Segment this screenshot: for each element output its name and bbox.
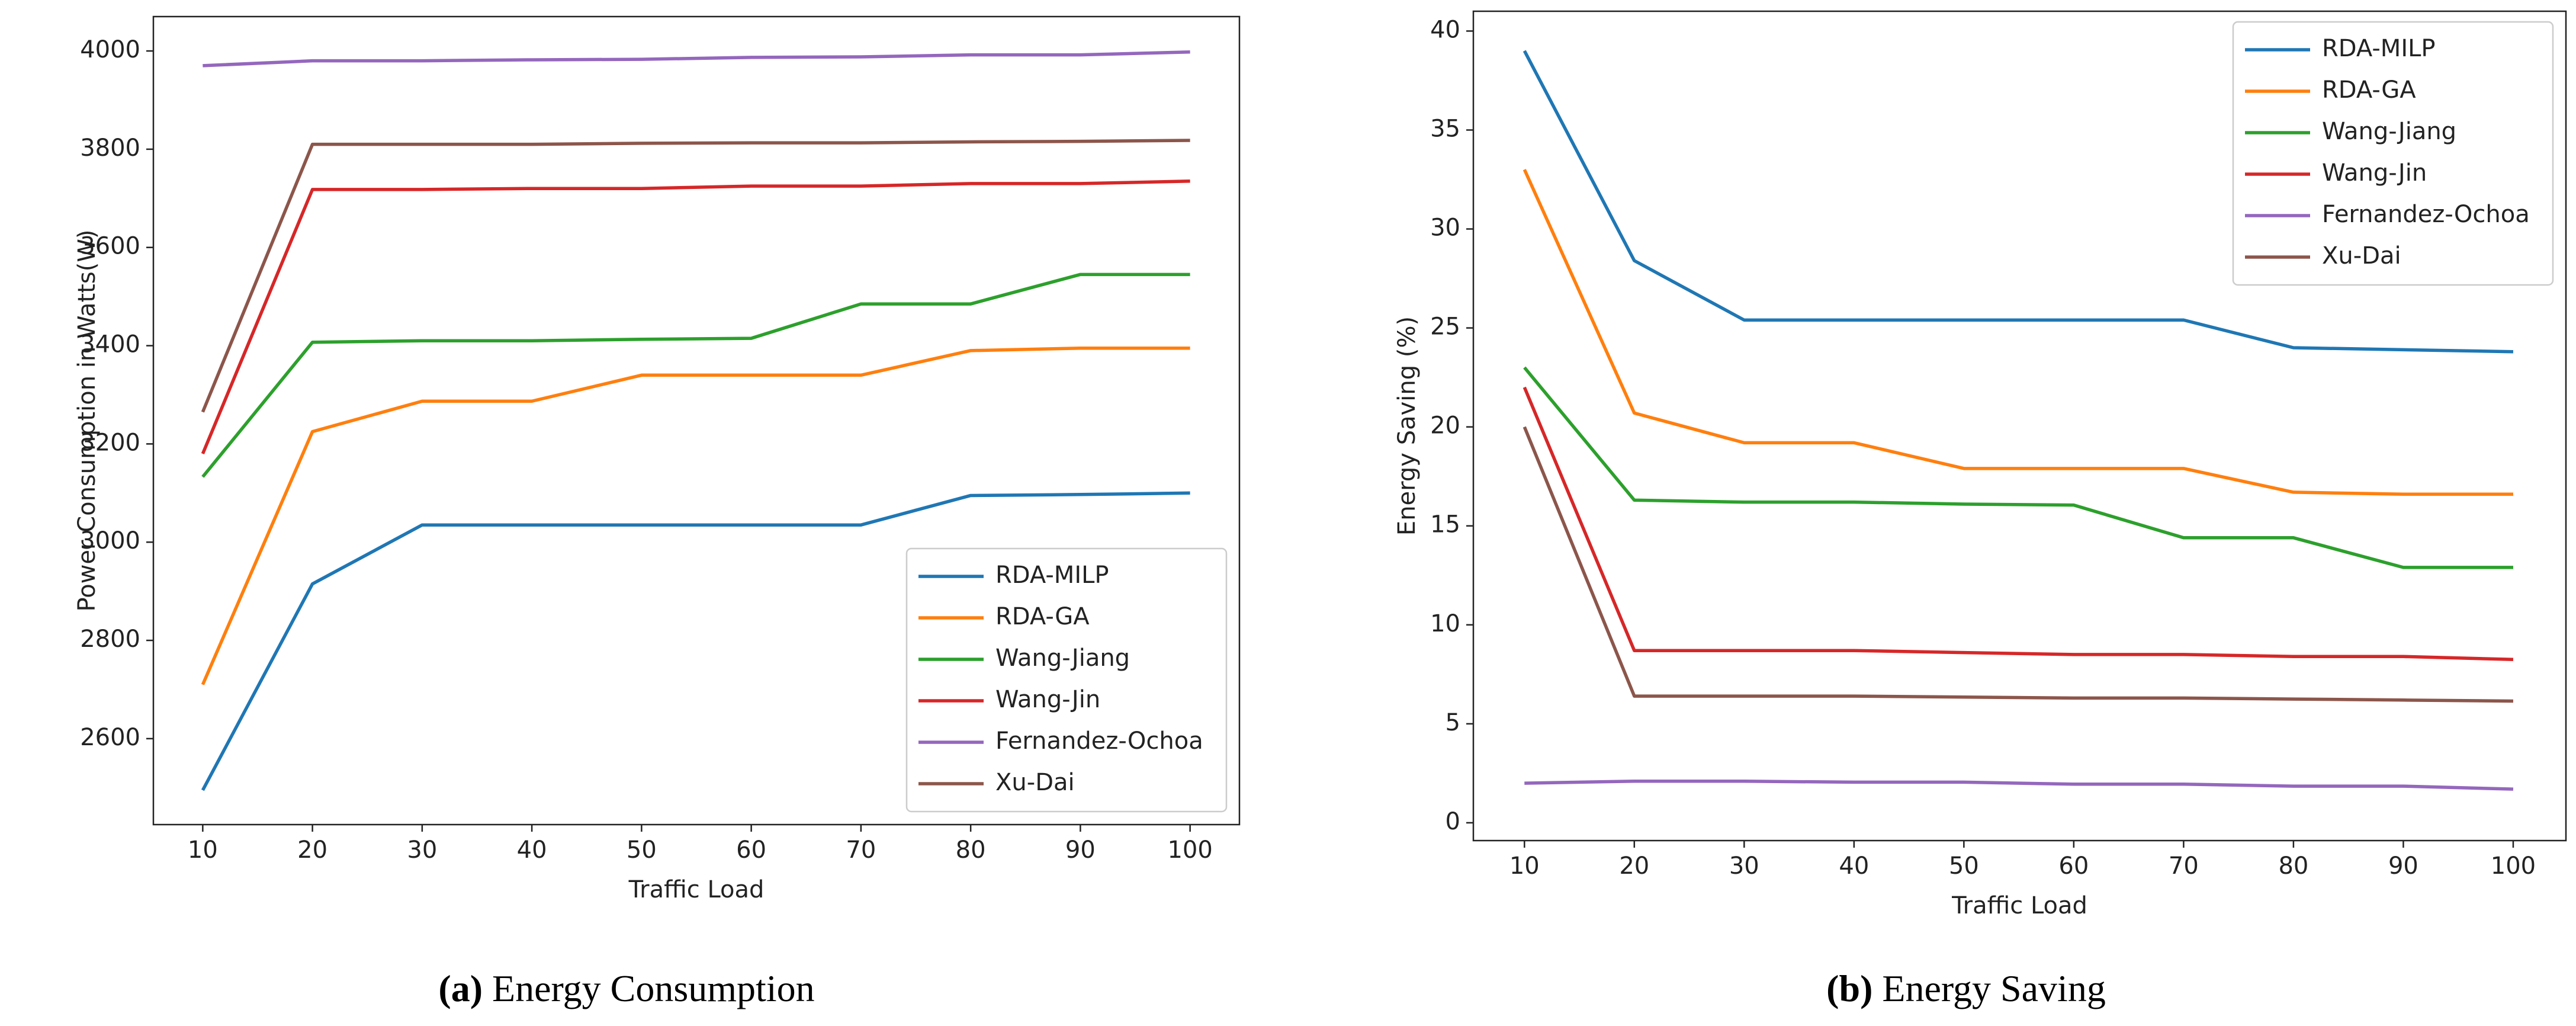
plot-frame bbox=[152, 15, 1241, 826]
legend-label: RDA-GA bbox=[995, 603, 1090, 630]
legend-label: Xu-Dai bbox=[995, 769, 1075, 796]
series-line bbox=[1523, 386, 2514, 662]
legend-label: Wang-Jiang bbox=[995, 645, 1130, 672]
y-tick-label: 2600 bbox=[80, 724, 140, 751]
y-axis-label: Energy Saving (%) bbox=[1393, 316, 1421, 536]
series-line bbox=[201, 179, 1190, 455]
series-line bbox=[201, 139, 1190, 413]
x-tick-label: 100 bbox=[2491, 852, 2536, 880]
y-tick-label: 3600 bbox=[80, 233, 140, 260]
x-axis-label: Traffic Load bbox=[628, 876, 765, 903]
y-tick-label: 3000 bbox=[80, 527, 140, 554]
legend-label: Wang-Jin bbox=[995, 686, 1100, 713]
legend-label: Wang-Jiang bbox=[2322, 118, 2456, 145]
legend-box bbox=[905, 547, 1228, 813]
caption-label: (a) bbox=[438, 967, 483, 1009]
caption-text: Energy Consumption bbox=[492, 967, 815, 1009]
x-tick-label: 60 bbox=[2058, 852, 2089, 880]
x-tick-label: 80 bbox=[956, 836, 986, 864]
series-line bbox=[1523, 169, 2513, 496]
x-tick-label: 40 bbox=[517, 836, 547, 864]
legend-label: Wang-Jin bbox=[2322, 159, 2427, 187]
x-tick-label: 50 bbox=[627, 836, 657, 864]
legend-label: Fernandez-Ochoa bbox=[2322, 201, 2530, 228]
caption: (b) Energy Saving bbox=[1826, 967, 2106, 1009]
legend-box bbox=[2232, 21, 2554, 286]
y-tick-label: 3800 bbox=[80, 134, 140, 162]
x-tick-label: 30 bbox=[1729, 852, 1759, 880]
x-axis-label: Traffic Load bbox=[1951, 892, 2087, 919]
x-tick-label: 50 bbox=[1949, 852, 1979, 880]
x-tick-label: 90 bbox=[1065, 836, 1096, 864]
legend-label: RDA-MILP bbox=[995, 562, 1109, 589]
y-tick-label: 30 bbox=[1430, 214, 1460, 242]
y-tick-label: 3400 bbox=[80, 331, 140, 358]
y-tick-label: 3200 bbox=[80, 429, 140, 456]
y-tick-label: 40 bbox=[1430, 16, 1460, 43]
y-tick-label: 2800 bbox=[80, 626, 140, 653]
x-tick-label: 100 bbox=[1167, 836, 1212, 864]
x-tick-label: 80 bbox=[2278, 852, 2308, 880]
x-tick-label: 90 bbox=[2388, 852, 2418, 880]
series-line bbox=[201, 272, 1190, 478]
y-tick-label: 4000 bbox=[80, 36, 140, 63]
x-tick-label: 30 bbox=[407, 836, 437, 864]
legend-label: RDA-MILP bbox=[2322, 35, 2436, 62]
plot-frame bbox=[1472, 10, 2567, 842]
y-tick-label: 35 bbox=[1430, 115, 1460, 142]
x-tick-label: 10 bbox=[1509, 852, 1540, 880]
x-tick-label: 40 bbox=[1839, 852, 1869, 880]
legend-label: Xu-Dai bbox=[2322, 242, 2401, 270]
legend-label: Fernandez-Ochoa bbox=[995, 727, 1203, 755]
caption-text: Energy Saving bbox=[1882, 967, 2105, 1009]
series-line bbox=[203, 50, 1190, 68]
series-line bbox=[1524, 780, 2514, 791]
x-tick-label: 20 bbox=[1619, 852, 1649, 880]
x-tick-label: 70 bbox=[2169, 852, 2199, 880]
y-tick-label: 25 bbox=[1430, 313, 1460, 341]
series-line bbox=[1523, 50, 2513, 354]
series-line bbox=[201, 346, 1190, 685]
series-line bbox=[1523, 426, 2513, 703]
x-tick-label: 10 bbox=[188, 836, 218, 864]
y-tick-label: 20 bbox=[1430, 412, 1460, 440]
y-tick-label: 5 bbox=[1446, 709, 1460, 736]
x-tick-label: 70 bbox=[846, 836, 876, 864]
y-tick-label: 0 bbox=[1446, 808, 1460, 835]
series-line bbox=[201, 491, 1190, 791]
x-tick-label: 60 bbox=[736, 836, 766, 864]
legend-label: RDA-GA bbox=[2322, 76, 2416, 104]
caption-label: (b) bbox=[1826, 967, 1872, 1009]
y-tick-label: 10 bbox=[1430, 610, 1460, 637]
y-axis-label: Power Consumption in Watts(W) bbox=[73, 230, 101, 612]
series-line bbox=[1523, 366, 2513, 569]
y-tick-label: 15 bbox=[1430, 511, 1460, 538]
x-tick-label: 20 bbox=[297, 836, 327, 864]
caption: (a) Energy Consumption bbox=[438, 967, 814, 1009]
